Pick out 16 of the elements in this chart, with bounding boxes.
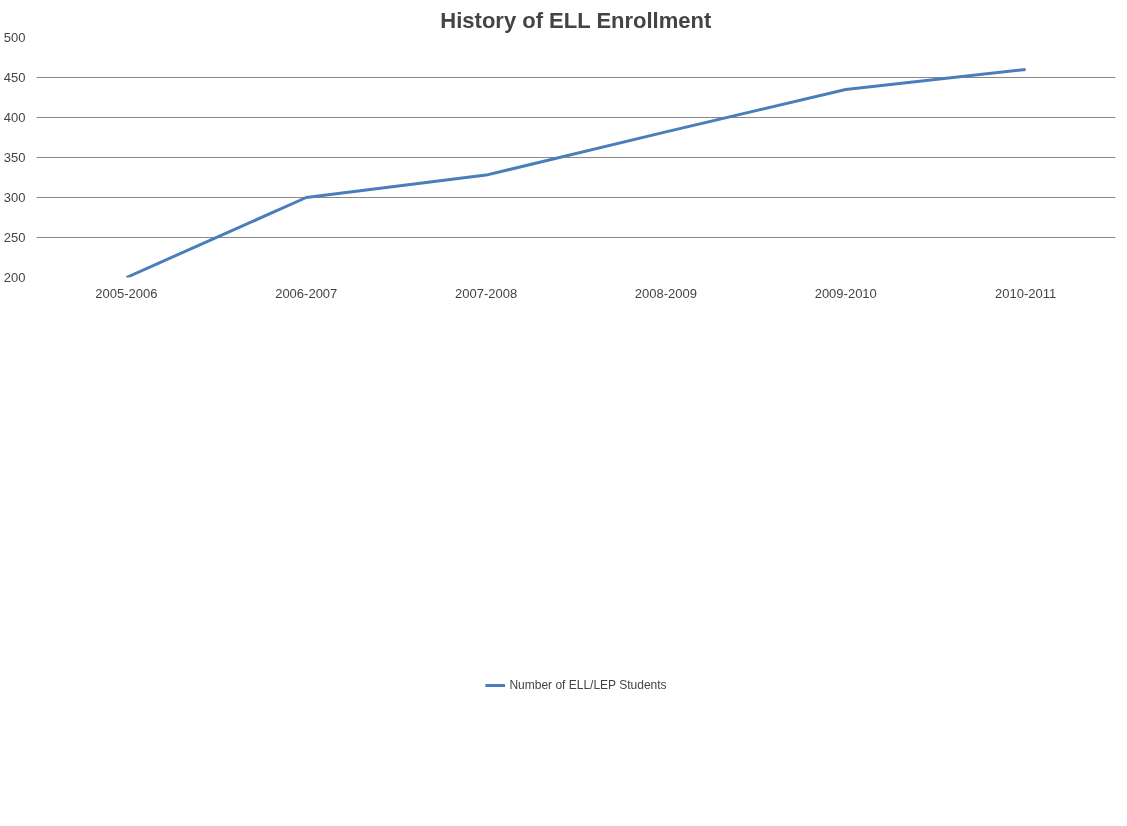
x-tick-label: 2008-2009	[634, 285, 697, 301]
y-tick-label: 350	[3, 150, 26, 165]
chart-title: History of ELL Enrollment	[440, 7, 712, 33]
x-tick-label: 2010-2011	[994, 285, 1057, 301]
y-tick-label: 300	[3, 190, 26, 205]
legend-label: Number of ELL/LEP Students	[509, 678, 667, 692]
y-tick-label: 500	[3, 30, 26, 45]
y-tick-label: 450	[3, 70, 26, 85]
line-series	[124, 68, 1028, 278]
x-tick-label: 2005-2006	[95, 285, 158, 301]
x-tick-label: 2009-2010	[814, 285, 877, 301]
x-tick-label: 2006-2007	[275, 285, 338, 301]
y-tick-label: 400	[3, 110, 26, 125]
y-tick-label: 200	[3, 270, 26, 285]
x-tick-label: 2007-2008	[455, 285, 518, 301]
y-tick-label: 250	[3, 230, 26, 245]
